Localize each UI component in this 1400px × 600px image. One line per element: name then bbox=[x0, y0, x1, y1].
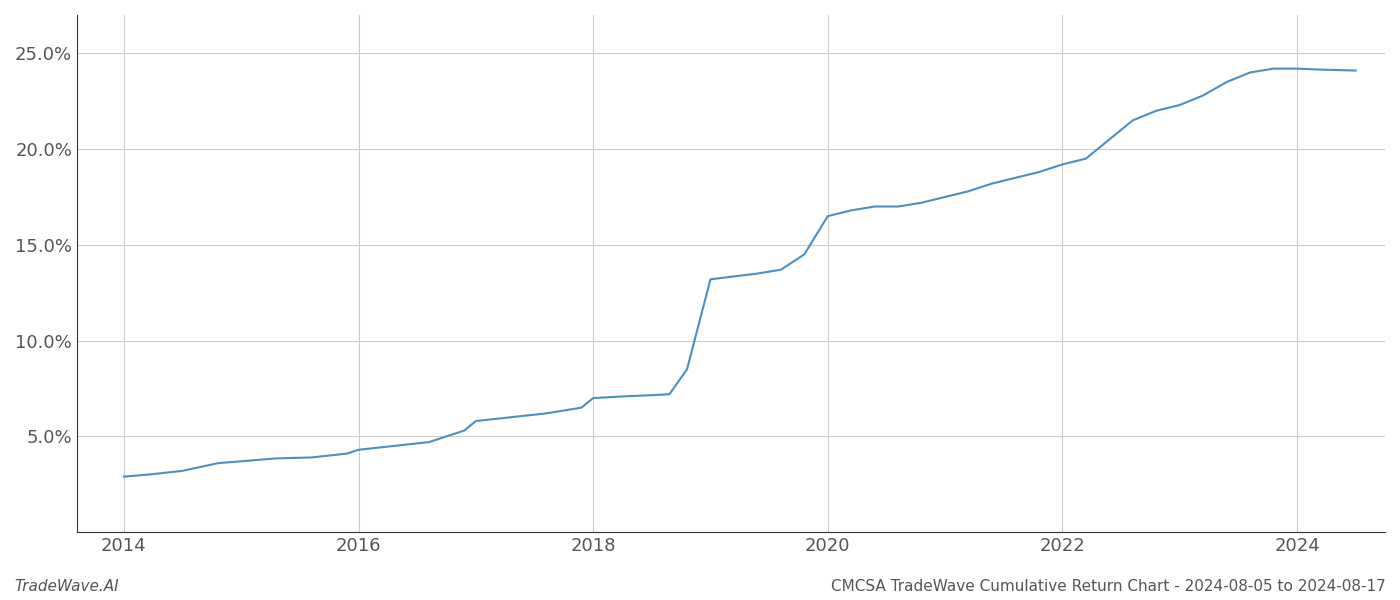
Text: TradeWave.AI: TradeWave.AI bbox=[14, 579, 119, 594]
Text: CMCSA TradeWave Cumulative Return Chart - 2024-08-05 to 2024-08-17: CMCSA TradeWave Cumulative Return Chart … bbox=[832, 579, 1386, 594]
